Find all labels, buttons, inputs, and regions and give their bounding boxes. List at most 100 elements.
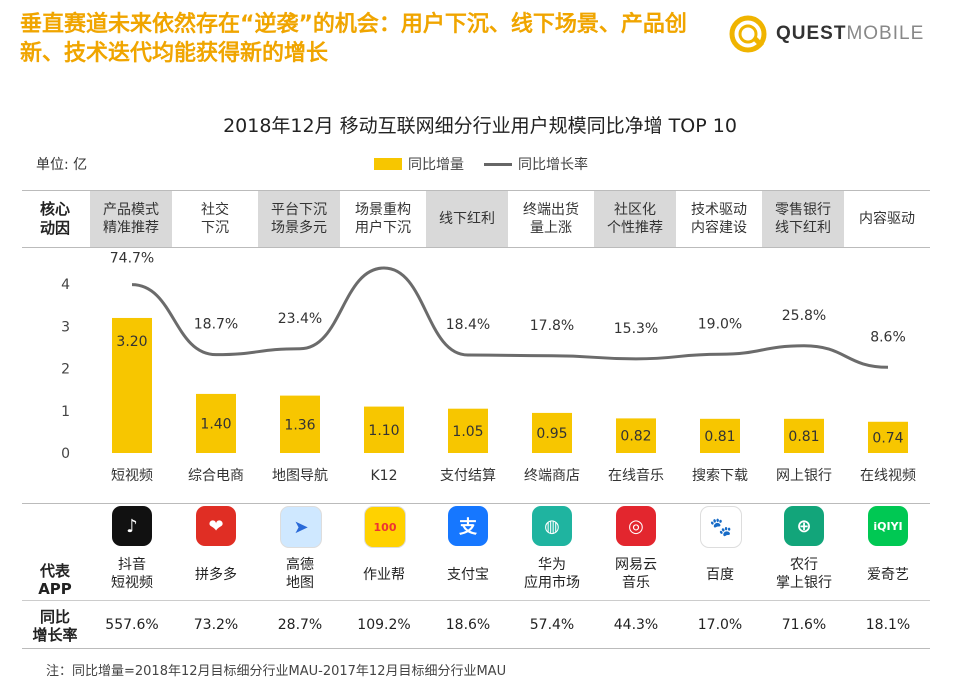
bar <box>532 412 572 453</box>
y-tick-label: 0 <box>61 446 70 462</box>
growth-value: 71.6% <box>781 617 827 633</box>
growth-rate-line <box>131 266 889 369</box>
divider <box>22 600 930 601</box>
growth-row-label: 同比 增长率 <box>32 608 78 644</box>
bar <box>280 395 320 453</box>
drivers-header: 核心 动因 <box>39 200 70 237</box>
legend-bar-swatch <box>374 158 402 170</box>
growth-rate-label: 18.7% <box>194 317 238 333</box>
legend-bar-label: 同比增量 <box>408 157 464 173</box>
y-tick-label: 1 <box>61 404 70 420</box>
bar-value-label: 1.10 <box>368 423 399 439</box>
divider <box>22 503 930 504</box>
growth-rate-label: 17.8% <box>530 318 574 334</box>
questmobile-logo: QUESTMOBILE <box>728 14 924 54</box>
category-label: 网上银行 <box>776 468 832 484</box>
apps-row-label: 代表 APP <box>38 562 72 598</box>
app-name: 农行 掌上银行 <box>776 557 832 591</box>
category-label: 支付结算 <box>440 468 496 484</box>
driver-cell: 平台下沉 场景多元 <box>258 190 340 248</box>
pinduoduo-icon: ❤ <box>196 506 236 546</box>
bar <box>112 317 152 453</box>
bar <box>616 418 656 453</box>
bar-value-label: 0.81 <box>788 429 819 445</box>
growth-rate-label: 25.8% <box>782 308 826 324</box>
baidu-icon: 🐾 <box>700 506 742 548</box>
app-name: 抖音 短视频 <box>111 557 153 591</box>
bar <box>700 418 740 453</box>
divider <box>22 648 930 649</box>
app-name: 高德 地图 <box>286 557 314 591</box>
growth-value: 17.0% <box>697 617 743 633</box>
y-tick-label: 2 <box>61 362 70 378</box>
growth-value: 109.2% <box>357 617 411 633</box>
bar <box>868 421 908 453</box>
bar-value-label: 0.95 <box>536 426 567 442</box>
category-label: 在线视频 <box>860 468 916 484</box>
zuoyebang-icon: 100 <box>364 506 406 548</box>
growth-value: 57.4% <box>529 617 575 633</box>
driver-cell: 社区化 个性推荐 <box>594 190 676 248</box>
headline: 垂直赛道未来依然存在“逆袭”的机会：用户下沉、线下场景、产品创新、技术迭代均能获… <box>20 12 687 66</box>
douyin-icon: ♪ <box>112 506 152 546</box>
chart-title: 2018年12月 移动互联网细分行业用户规模同比净增 TOP 10 <box>223 115 737 137</box>
growth-value: 44.3% <box>613 617 659 633</box>
app-name: 爱奇艺 <box>867 567 909 583</box>
driver-cell: 终端出货 量上涨 <box>510 190 592 248</box>
bar <box>364 406 404 453</box>
driver-cell: 场景重构 用户下沉 <box>342 190 424 248</box>
legend: 同比增量 同比增长率 <box>374 154 588 174</box>
huawei-appgallery-icon: ◍ <box>532 506 572 546</box>
app-name: 网易云 音乐 <box>615 557 657 591</box>
logo-text: QUESTMOBILE <box>776 23 924 45</box>
growth-value: 557.6% <box>105 617 159 633</box>
bar-value-label: 0.82 <box>620 429 651 445</box>
category-label: 地图导航 <box>272 468 328 484</box>
bar-value-label: 1.05 <box>452 424 483 440</box>
driver-cell: 线下红利 <box>426 190 508 248</box>
y-tick-label: 3 <box>61 319 70 335</box>
category-label: 搜索下载 <box>692 467 748 484</box>
category-label: K12 <box>371 468 398 484</box>
bar-value-label: 1.40 <box>200 416 231 432</box>
growth-rate-label: 19.0% <box>698 316 742 332</box>
bar-value-label: 0.81 <box>704 429 735 445</box>
netease-music-icon: ◎ <box>616 506 656 546</box>
bar-value-label: 1.36 <box>284 417 315 433</box>
logo-text-light: MOBILE <box>846 23 925 44</box>
growth-value: 18.1% <box>865 617 911 633</box>
logo-text-strong: QUEST <box>776 23 847 44</box>
growth-value: 18.6% <box>445 617 491 633</box>
category-label: 短视频 <box>111 468 153 484</box>
iqiyi-icon: iQIYI <box>868 506 908 546</box>
driver-cell: 技术驱动 内容建设 <box>678 190 760 248</box>
driver-cell: 内容驱动 <box>846 190 928 248</box>
bar <box>784 418 824 453</box>
alipay-icon: 支 <box>448 506 488 546</box>
bar-value-label: 0.74 <box>872 430 903 446</box>
app-name: 支付宝 <box>447 567 489 583</box>
growth-value: 73.2% <box>193 617 239 633</box>
legend-line-swatch <box>484 162 512 166</box>
abc-bank-icon: ⊕ <box>784 506 824 546</box>
app-name: 作业帮 <box>363 567 405 583</box>
chart: 0 1 2 3 4 3.20 短视频 1.40 综合电商 1.36 地图导航 1.10 K12 1.05 支… <box>61 251 916 484</box>
bar <box>196 393 236 453</box>
category-label: 终端商店 <box>524 468 580 484</box>
category-label: 在线音乐 <box>608 467 664 484</box>
driver-cell: 零售银行 线下红利 <box>762 190 844 248</box>
growth-rate-label: 8.6% <box>870 329 906 345</box>
growth-rate-label: 15.3% <box>614 321 658 337</box>
amap-icon: ➤ <box>280 506 322 548</box>
growth-rate-label: 23.4% <box>278 311 322 327</box>
app-name: 百度 <box>706 567 734 583</box>
growth-rate-label: 18.4% <box>446 317 490 333</box>
growth-rate-label: 74.7% <box>110 251 154 267</box>
questmobile-logo-icon <box>728 14 768 54</box>
driver-cell: 社交 下沉 <box>174 190 256 248</box>
legend-line-label: 同比增长率 <box>518 157 588 173</box>
unit-label: 单位: 亿 <box>36 157 88 173</box>
bar <box>448 408 488 453</box>
growth-value: 28.7% <box>277 617 323 633</box>
bar-value-label: 3.20 <box>116 334 147 350</box>
